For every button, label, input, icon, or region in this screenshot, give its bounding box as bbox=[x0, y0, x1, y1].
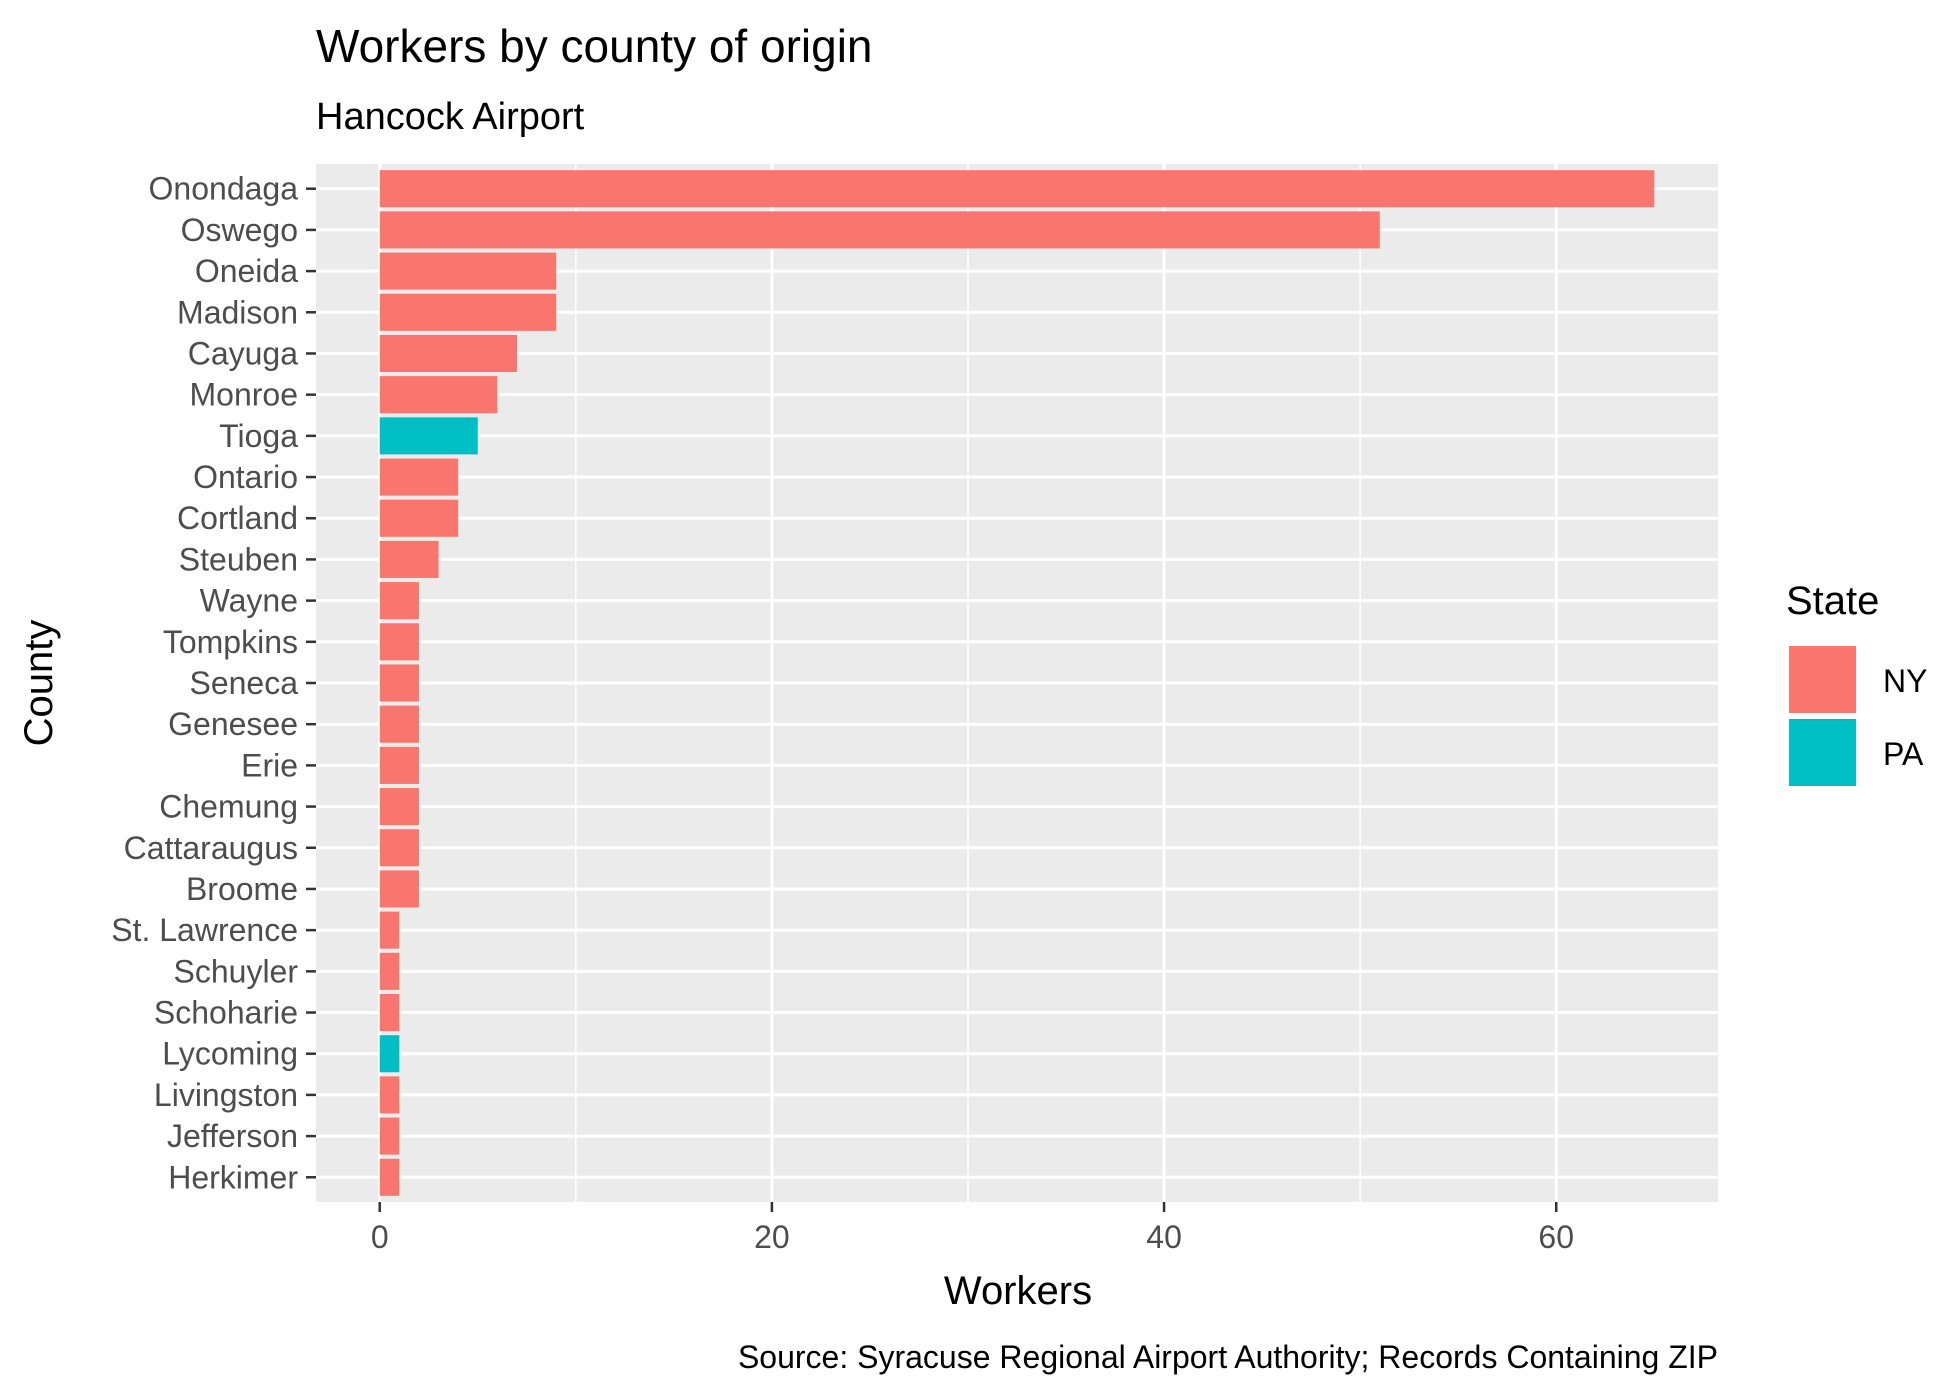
y-tick-label: Genesee bbox=[168, 706, 298, 742]
legend-label-ny: NY bbox=[1883, 663, 1927, 699]
y-tick-label: Tioga bbox=[219, 418, 298, 454]
bar-livingston bbox=[379, 1076, 400, 1114]
bar-seneca bbox=[379, 664, 419, 702]
y-tick-label: Onondaga bbox=[149, 171, 299, 207]
y-tick-label: Oswego bbox=[181, 212, 298, 248]
x-tick-label: 20 bbox=[754, 1219, 790, 1255]
bar-monroe bbox=[379, 376, 498, 414]
y-tick-label: Monroe bbox=[190, 377, 299, 413]
legend-label-pa: PA bbox=[1883, 736, 1924, 772]
bar-steuben bbox=[379, 540, 439, 578]
y-tick-label: Erie bbox=[241, 747, 298, 783]
bar-tompkins bbox=[379, 623, 419, 661]
y-tick-label: Broome bbox=[186, 871, 298, 907]
chart-subtitle: Hancock Airport bbox=[316, 96, 585, 138]
y-tick-label: Schoharie bbox=[154, 995, 298, 1031]
x-axis: 0 20 40 60 bbox=[371, 1202, 1574, 1255]
y-tick-label: Schuyler bbox=[174, 953, 299, 989]
bar-schoharie bbox=[379, 993, 400, 1032]
bar-madison bbox=[379, 293, 557, 331]
legend-swatch-pa bbox=[1789, 719, 1856, 786]
bar-erie bbox=[379, 746, 419, 784]
bar-oswego bbox=[379, 211, 1380, 249]
y-tick-label: Jefferson bbox=[167, 1118, 298, 1154]
x-tick-label: 60 bbox=[1538, 1219, 1574, 1255]
y-tick-label: Cortland bbox=[177, 500, 298, 536]
bar-oneida bbox=[379, 252, 557, 290]
y-axis: Onondaga Oswego Oneida Madison Cayuga Monroe T… bbox=[111, 171, 316, 1195]
bar-schuyler bbox=[379, 952, 400, 990]
y-tick-label: Ontario bbox=[193, 459, 298, 495]
y-tick-label: Herkimer bbox=[168, 1159, 298, 1195]
y-tick-label: Oneida bbox=[195, 253, 298, 289]
y-tick-label: Tompkins bbox=[163, 624, 298, 660]
bar-ontario bbox=[379, 458, 459, 496]
y-tick-label: Livingston bbox=[154, 1077, 298, 1113]
bar-wayne bbox=[379, 582, 419, 620]
y-tick-label: Madison bbox=[177, 294, 298, 330]
bar-lycoming bbox=[379, 1035, 400, 1073]
x-axis-title: Workers bbox=[944, 1269, 1092, 1313]
x-tick-label: 0 bbox=[371, 1219, 389, 1255]
y-axis-title: County bbox=[17, 620, 61, 747]
bar-herkimer bbox=[379, 1158, 400, 1196]
bar-cortland bbox=[379, 499, 459, 537]
y-tick-label: St. Lawrence bbox=[111, 912, 298, 948]
y-tick-label: Wayne bbox=[200, 583, 298, 619]
legend: State NY PA bbox=[1786, 579, 1927, 786]
bar-jefferson bbox=[379, 1117, 400, 1155]
y-tick-label: Lycoming bbox=[162, 1036, 298, 1072]
bar-tioga bbox=[379, 417, 478, 455]
x-tick-label: 40 bbox=[1146, 1219, 1182, 1255]
bar-broome bbox=[379, 870, 419, 908]
bar-chemung bbox=[379, 788, 419, 826]
chart-caption: Source: Syracuse Regional Airport Author… bbox=[738, 1339, 1718, 1375]
bars bbox=[379, 170, 1655, 1196]
legend-swatch-ny bbox=[1789, 646, 1856, 713]
bar-genesee bbox=[379, 705, 419, 743]
legend-title: State bbox=[1786, 579, 1879, 623]
bar-cayuga bbox=[379, 334, 517, 373]
y-tick-label: Chemung bbox=[159, 789, 298, 825]
y-tick-label: Cattaraugus bbox=[124, 830, 298, 866]
y-tick-label: Cayuga bbox=[188, 335, 299, 371]
bar-onondaga bbox=[379, 170, 1655, 208]
bar-st-lawrence bbox=[379, 911, 400, 949]
y-tick-label: Steuben bbox=[179, 541, 298, 577]
chart-title: Workers by county of origin bbox=[316, 20, 873, 72]
bar-cattaraugus bbox=[379, 829, 419, 867]
y-tick-label: Seneca bbox=[189, 665, 298, 701]
